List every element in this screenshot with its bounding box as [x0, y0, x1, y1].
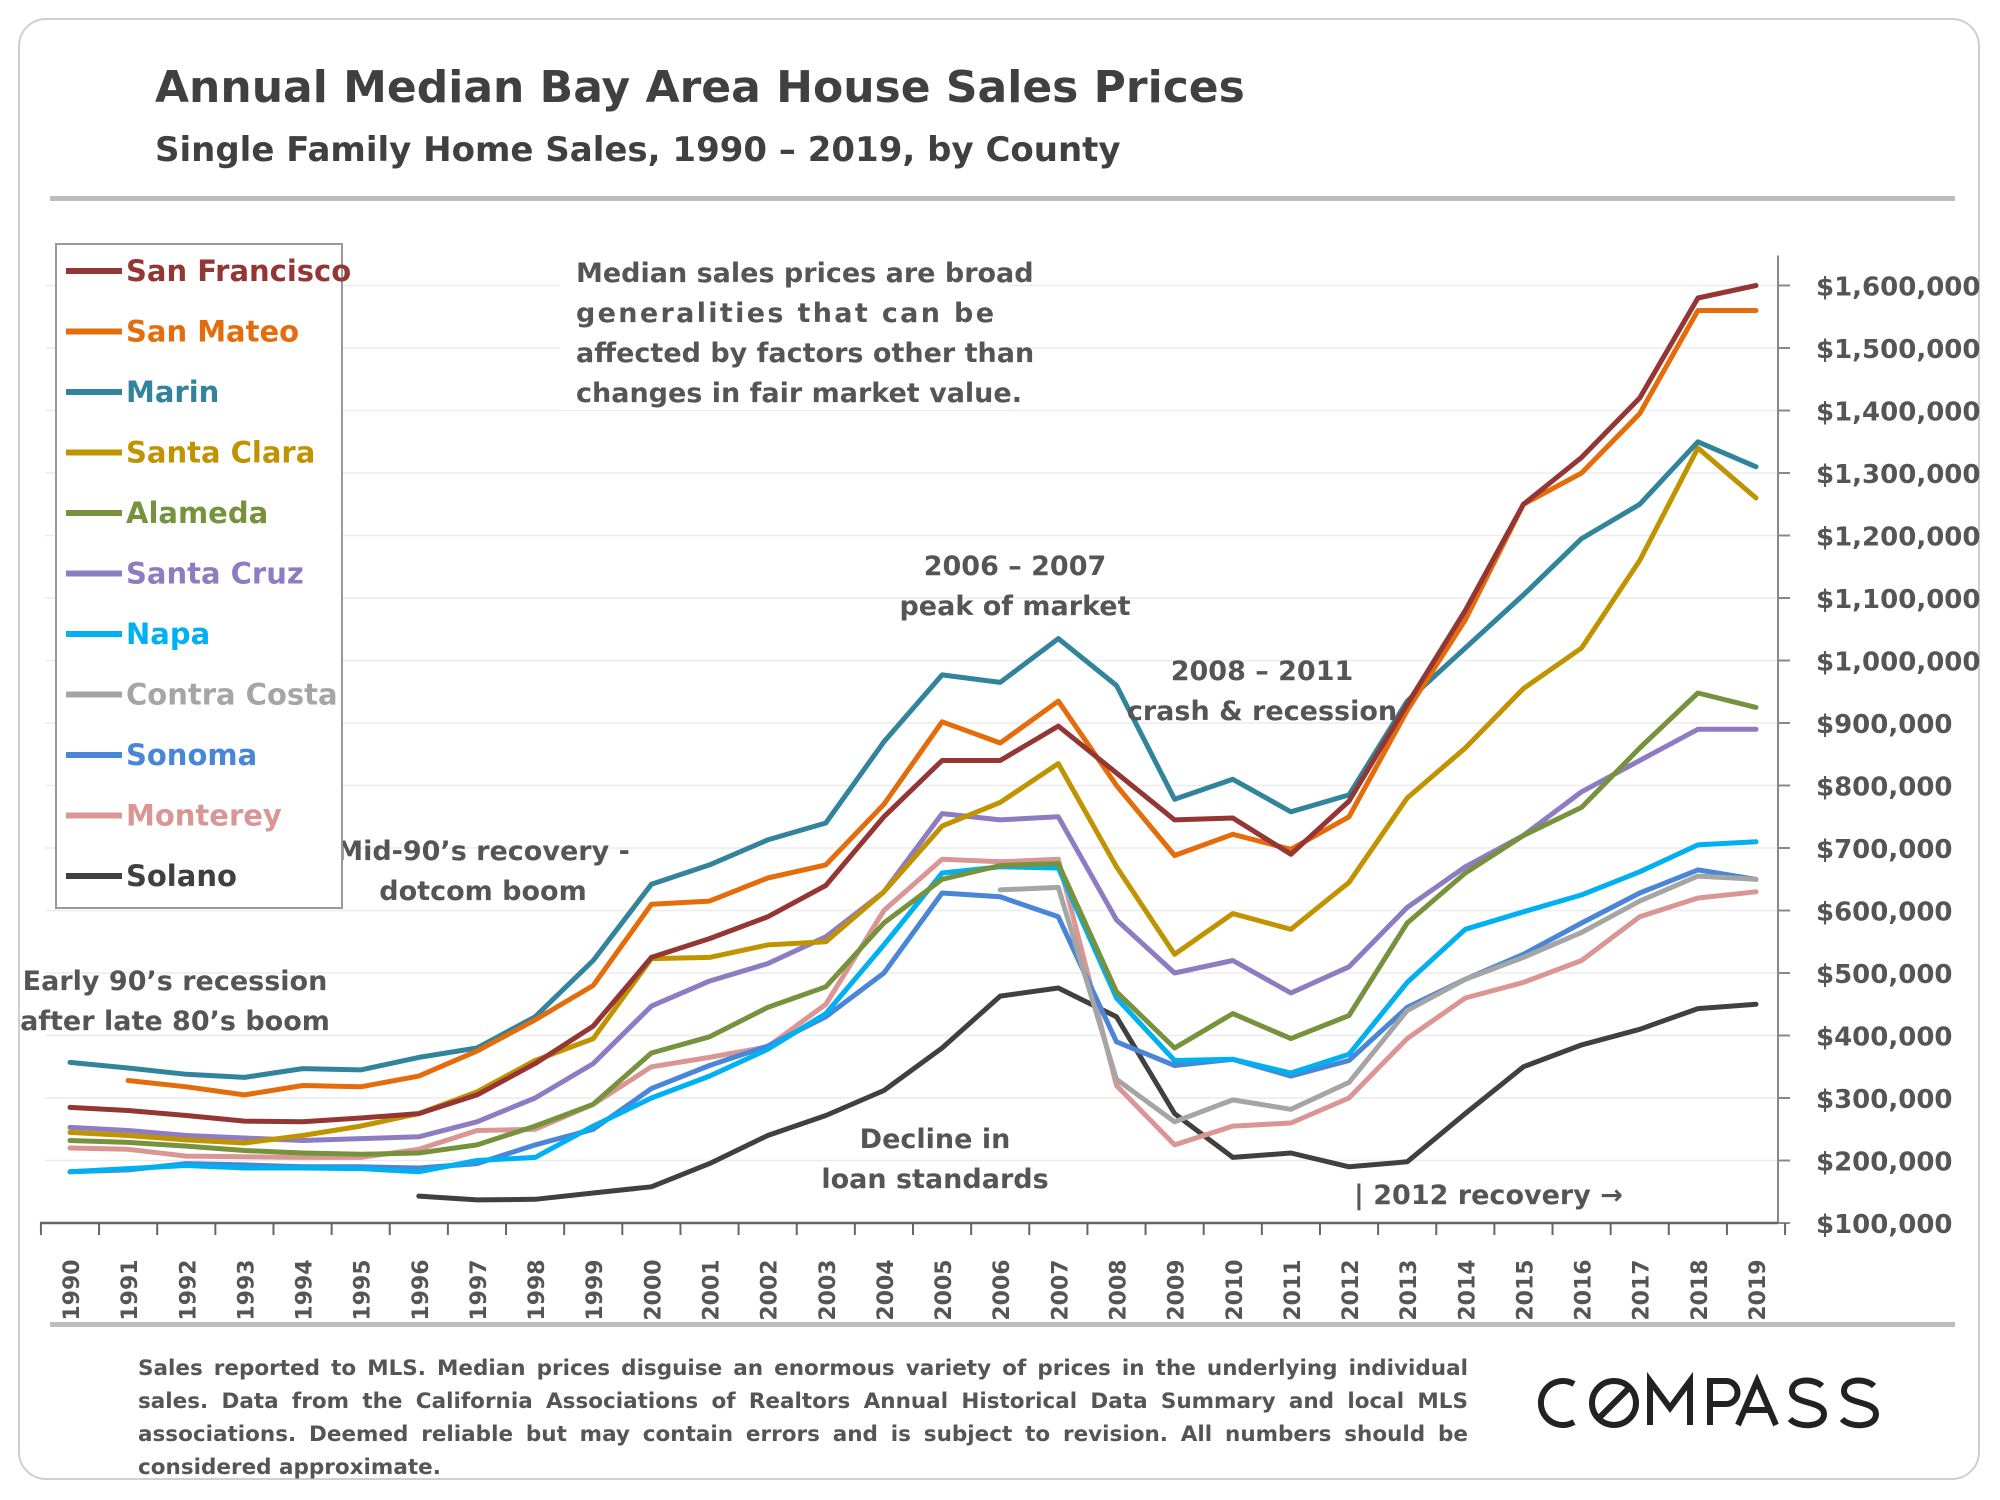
x-tick-label: 1995: [351, 1259, 376, 1320]
legend-label: Sonoma: [126, 738, 257, 772]
x-tick-label: 2015: [1513, 1259, 1538, 1320]
legend: San Francisco San Mateo Marin Santa Clara Al…: [55, 243, 351, 909]
recovery-annotation: | 2012 recovery →: [1354, 1180, 1623, 1211]
series-line-san-francisco: [67, 283, 1759, 1125]
legend-label: Napa: [126, 617, 210, 651]
header-divider: [50, 196, 1955, 201]
axes: $100,000 $200,000 $300,000 $400,000 $500,000…: [39, 255, 1980, 1321]
series-line-monterey: [67, 856, 1759, 1160]
series-line-contra-costa: [997, 873, 1759, 1125]
series-line-napa: [67, 839, 1759, 1175]
series-line-marin: [67, 439, 1759, 1080]
legend-label: San Mateo: [126, 315, 299, 349]
early90s-annotation: after late 80’s boom: [20, 1006, 330, 1037]
loan-standards-annotation: Decline in: [860, 1124, 1011, 1155]
x-tick-label: 2000: [641, 1259, 666, 1320]
legend-label: San Francisco: [126, 254, 351, 288]
series-line-alameda: [67, 690, 1759, 1157]
series-line-santa-clara: [67, 445, 1759, 1146]
series-line-santa-cruz: [67, 726, 1759, 1143]
footer-divider: [50, 1322, 1955, 1327]
y-tick-label: $1,300,000: [1816, 460, 1980, 490]
page-subtitle: Single Family Home Sales, 1990 – 2019, b…: [155, 130, 1121, 170]
crash-annotation: 2008 – 2011: [1171, 656, 1354, 687]
x-tick-label: 2003: [816, 1259, 841, 1320]
disclaimer-text: changes in fair market value.: [576, 378, 1022, 409]
y-tick-label: $600,000: [1816, 898, 1953, 928]
series-line-solano: [416, 985, 1759, 1203]
x-tick-label: 1992: [176, 1259, 201, 1320]
x-tick-label: 2005: [932, 1259, 957, 1320]
page-title: Annual Median Bay Area House Sales Price…: [155, 62, 1245, 113]
x-tick-label: 2016: [1572, 1259, 1597, 1320]
y-tick-label: $1,400,000: [1816, 398, 1980, 428]
y-tick-label: $1,200,000: [1816, 523, 1980, 553]
x-tick-label: 1998: [525, 1259, 550, 1320]
y-tick-label: $1,500,000: [1816, 335, 1980, 365]
mid90s-annotation: Mid-90’s recovery -: [336, 836, 630, 867]
early90s-annotation: Early 90’s recession: [23, 966, 328, 997]
disclaimer-text: affected by factors other than: [576, 338, 1034, 369]
y-tick-label: $400,000: [1816, 1023, 1953, 1053]
legend-label: Contra Costa: [126, 678, 338, 712]
x-tick-label: 2012: [1339, 1259, 1364, 1320]
x-tick-label: 2006: [990, 1259, 1015, 1320]
legend-label: Alameda: [126, 496, 268, 530]
x-tick-label: 2008: [1106, 1259, 1131, 1320]
x-tick-label: 1996: [409, 1259, 434, 1320]
x-tick-label: 2013: [1397, 1259, 1422, 1320]
x-tick-label: 2001: [700, 1259, 725, 1320]
y-tick-label: $500,000: [1816, 960, 1953, 990]
y-tick-label: $100,000: [1816, 1210, 1953, 1240]
legend-label: Santa Clara: [126, 436, 315, 470]
x-tick-label: 1994: [293, 1259, 318, 1320]
x-tick-label: 2010: [1223, 1259, 1248, 1320]
loan-standards-annotation: loan standards: [821, 1164, 1048, 1195]
y-tick-label: $1,100,000: [1816, 585, 1980, 615]
disclaimer-background: [560, 250, 1010, 410]
x-tick-label: 2007: [1048, 1259, 1073, 1320]
source-footnote: Sales reported to MLS. Median prices dis…: [138, 1356, 1468, 1480]
legend-label: Marin: [126, 375, 219, 409]
peak-annotation: 2006 – 2007: [924, 551, 1107, 582]
x-tick-label: 2019: [1746, 1259, 1771, 1320]
legend-label: Santa Cruz: [126, 557, 304, 591]
x-tick-label: 2011: [1281, 1259, 1306, 1320]
x-tick-label: 1999: [583, 1259, 608, 1320]
series-line-san-mateo: [125, 308, 1759, 1098]
peak-annotation: peak of market: [899, 591, 1130, 622]
y-tick-label: $700,000: [1816, 835, 1953, 865]
x-tick-label: 2017: [1630, 1259, 1655, 1320]
compass-logo: [1537, 1371, 1880, 1429]
y-tick-label: $1,000,000: [1816, 648, 1980, 678]
x-tick-label: 2014: [1455, 1259, 1480, 1320]
legend-label: Solano: [126, 859, 237, 893]
x-tick-label: 2009: [1165, 1259, 1190, 1320]
y-tick-label: $900,000: [1816, 710, 1953, 740]
x-tick-label: 1997: [467, 1259, 492, 1320]
x-tick-label: 1993: [234, 1259, 259, 1320]
x-tick-label: 2004: [874, 1259, 899, 1320]
y-tick-label: $300,000: [1816, 1085, 1953, 1115]
crash-annotation: crash & recession: [1127, 696, 1397, 727]
y-tick-label: $200,000: [1816, 1148, 1953, 1178]
legend-label: Monterey: [126, 799, 282, 833]
x-tick-label: 2002: [758, 1259, 783, 1320]
disclaimer-text: generalities that can be: [576, 298, 994, 329]
series-lines: [67, 283, 1759, 1203]
x-tick-label: 1990: [60, 1259, 85, 1320]
x-tick-label: 2018: [1688, 1259, 1713, 1320]
x-tick-label: 1991: [118, 1259, 143, 1320]
y-tick-label: $800,000: [1816, 773, 1953, 803]
disclaimer-text: Median sales prices are broad: [576, 258, 1034, 289]
mid90s-annotation: dotcom boom: [379, 876, 586, 907]
y-tick-label: $1,600,000: [1816, 273, 1980, 303]
annotations: Median sales prices are broad generalitie…: [20, 250, 1623, 1211]
